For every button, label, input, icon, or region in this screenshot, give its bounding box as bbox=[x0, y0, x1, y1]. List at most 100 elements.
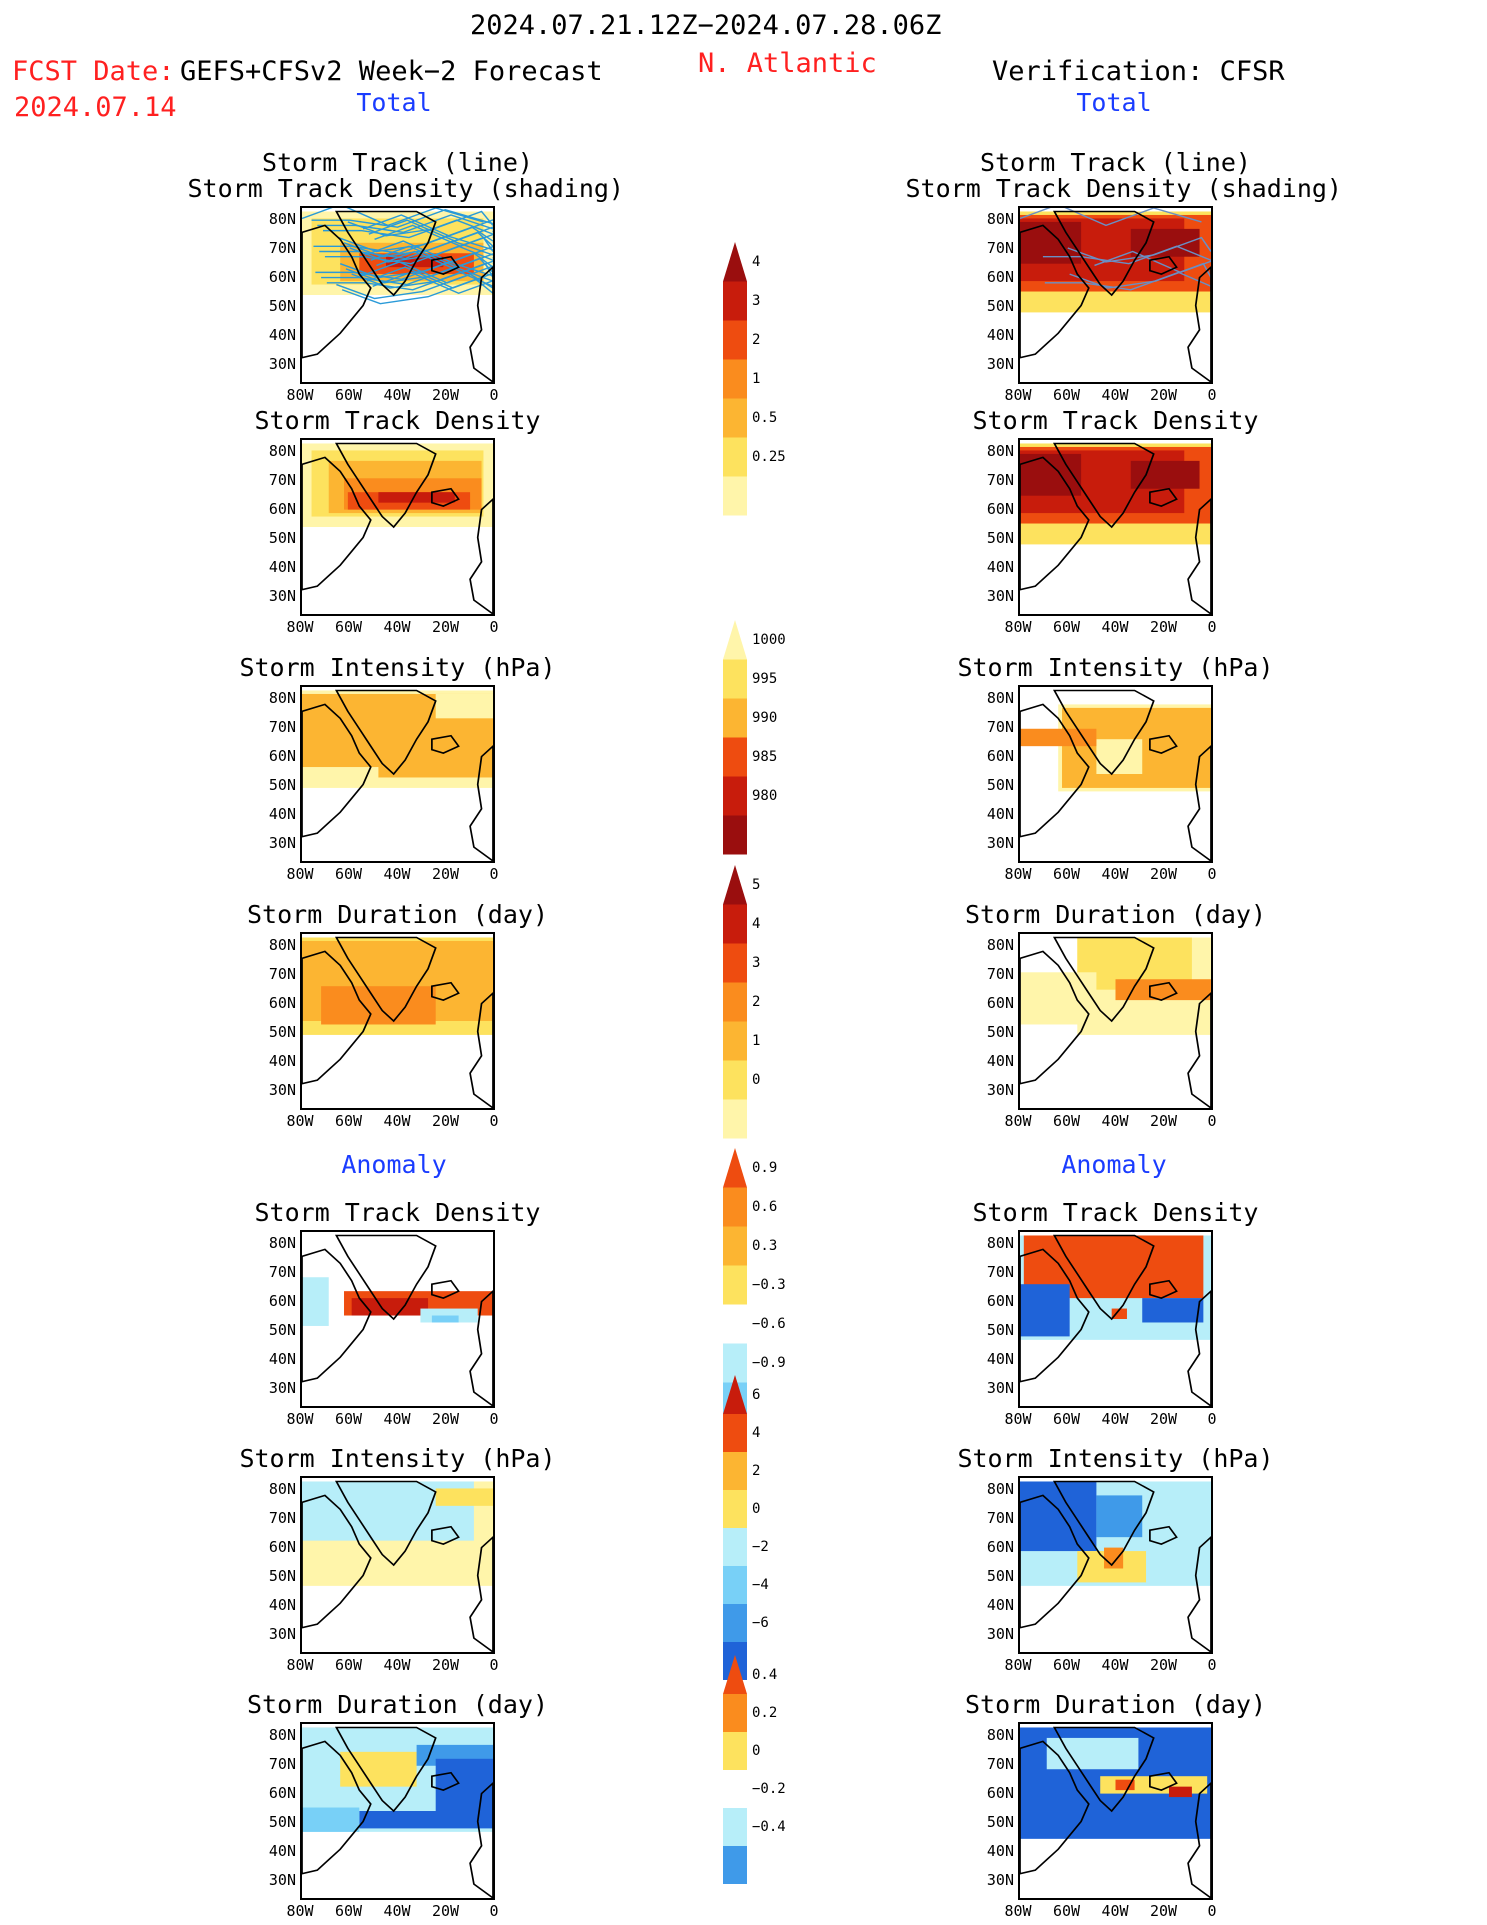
map-svg bbox=[302, 1726, 493, 1898]
coastline bbox=[431, 1279, 460, 1299]
field-cell bbox=[302, 1277, 329, 1326]
x-tick-label: 80W bbox=[286, 865, 314, 883]
colorbar-swatch bbox=[723, 1021, 747, 1061]
y-tick-label: 30N bbox=[986, 355, 1014, 373]
field-cell bbox=[302, 767, 379, 785]
colorbar-duration bbox=[723, 865, 747, 1139]
coastline bbox=[1052, 936, 1155, 1023]
x-tick-label: 80W bbox=[1004, 1902, 1032, 1920]
x-tick-label: 0 bbox=[489, 865, 499, 883]
colorbar-swatch bbox=[723, 1265, 747, 1305]
y-tick-label: 70N bbox=[268, 239, 296, 257]
x-tick-label: 80W bbox=[1004, 386, 1032, 404]
colorbar-swatch bbox=[723, 359, 747, 399]
coastline bbox=[431, 255, 460, 275]
x-tick-label: 40W bbox=[383, 1410, 411, 1428]
coastline bbox=[1149, 255, 1178, 275]
coastline bbox=[1149, 487, 1178, 507]
coastline bbox=[302, 950, 372, 1085]
storm-track-line bbox=[368, 219, 493, 242]
x-tick-label: 20W bbox=[431, 1112, 460, 1130]
x-tick-label: 60W bbox=[1052, 386, 1081, 404]
panel-title: Storm Intensity (hPa) bbox=[239, 653, 556, 682]
x-tick-label: 60W bbox=[1052, 1656, 1081, 1674]
storm-track-line bbox=[319, 240, 493, 260]
colorbar-label: −0.6 bbox=[752, 1316, 786, 1332]
coastline bbox=[1187, 1536, 1211, 1652]
field-cell bbox=[1104, 1547, 1124, 1569]
y-tick-label: 40N bbox=[986, 326, 1014, 344]
colorbar-swatch bbox=[723, 1452, 747, 1490]
verification-label: Verification: CFSR bbox=[992, 56, 1285, 87]
y-tick-label: 80N bbox=[268, 1234, 296, 1252]
coastline bbox=[1149, 1279, 1178, 1299]
field-cell bbox=[1142, 1298, 1204, 1323]
coastline bbox=[469, 498, 493, 614]
y-tick-label: 30N bbox=[986, 834, 1014, 852]
y-tick-label: 60N bbox=[268, 994, 296, 1012]
field-cell bbox=[1020, 728, 1097, 747]
x-tick-label: 0 bbox=[1207, 865, 1217, 883]
y-tick-label: 70N bbox=[986, 1509, 1014, 1527]
y-tick-label: 30N bbox=[986, 1379, 1014, 1397]
map-svg bbox=[302, 1480, 493, 1652]
colorbar-label: −2 bbox=[752, 1539, 769, 1555]
colorbar-label: 1000 bbox=[752, 632, 786, 648]
x-tick-label: 60W bbox=[334, 1410, 363, 1428]
colorbar-swatch bbox=[723, 1732, 747, 1770]
coastline bbox=[1149, 981, 1178, 1001]
coastline bbox=[431, 487, 460, 507]
field-cell bbox=[435, 1758, 493, 1811]
x-tick-label: 60W bbox=[334, 1112, 363, 1130]
colorbar-label: −4 bbox=[752, 1577, 769, 1593]
x-tick-label: 0 bbox=[1207, 1656, 1217, 1674]
colorbar-label: 0.9 bbox=[752, 1160, 778, 1176]
map-svg bbox=[302, 1234, 493, 1406]
colorbar-swatch bbox=[723, 242, 747, 282]
x-tick-label: 40W bbox=[1101, 1656, 1129, 1674]
x-tick-label: 80W bbox=[1004, 1656, 1032, 1674]
storm-track-line bbox=[1067, 236, 1211, 263]
colorbar-label: 1 bbox=[752, 1033, 761, 1049]
panel-title: Storm Intensity (hPa) bbox=[239, 1444, 556, 1473]
verification-map-2 bbox=[1018, 685, 1213, 863]
storm-track-line bbox=[324, 245, 493, 265]
y-tick-label: 30N bbox=[268, 1625, 296, 1643]
colorbar-swatch bbox=[723, 1694, 747, 1732]
y-tick-label: 70N bbox=[986, 239, 1014, 257]
y-tick-label: 50N bbox=[268, 776, 296, 794]
y-tick-label: 60N bbox=[268, 1292, 296, 1310]
x-tick-label: 20W bbox=[1149, 386, 1178, 404]
panel-title: Storm Duration (day) bbox=[964, 1690, 1267, 1719]
x-tick-label: 20W bbox=[431, 1410, 460, 1428]
x-tick-label: 40W bbox=[383, 618, 411, 636]
storm-track-line bbox=[364, 240, 493, 263]
coastline bbox=[431, 1771, 460, 1791]
colorbar-swatch bbox=[723, 737, 747, 777]
map-svg bbox=[1020, 1234, 1211, 1406]
x-tick-label: 0 bbox=[489, 386, 499, 404]
colorbar-swatch bbox=[723, 904, 747, 944]
storm-track-line bbox=[343, 231, 493, 258]
coastline bbox=[431, 734, 460, 754]
fcst-label: FCST Date: bbox=[12, 56, 175, 87]
colorbar-label: 985 bbox=[752, 749, 778, 765]
y-tick-label: 60N bbox=[986, 500, 1014, 518]
x-tick-label: 80W bbox=[1004, 1112, 1032, 1130]
panel-title: Storm Track Density bbox=[254, 406, 541, 435]
coastline bbox=[1149, 1525, 1178, 1545]
colorbar-swatch bbox=[723, 659, 747, 699]
coastline bbox=[1020, 1740, 1090, 1875]
map-svg bbox=[302, 689, 493, 861]
x-tick-label: 60W bbox=[1052, 618, 1081, 636]
region-label: N. Atlantic bbox=[698, 48, 877, 79]
y-tick-label: 80N bbox=[268, 210, 296, 228]
colorbar-track-density bbox=[723, 242, 747, 516]
colorbar-intensity-anomaly bbox=[723, 1375, 747, 1680]
coastline bbox=[334, 1480, 437, 1567]
colorbar-label: 0.3 bbox=[752, 1238, 778, 1254]
field-cell bbox=[1168, 1786, 1192, 1798]
panel-title: Storm Duration (day) bbox=[964, 900, 1267, 929]
colorbar-swatch bbox=[723, 1148, 747, 1188]
storm-track-line bbox=[315, 261, 493, 281]
